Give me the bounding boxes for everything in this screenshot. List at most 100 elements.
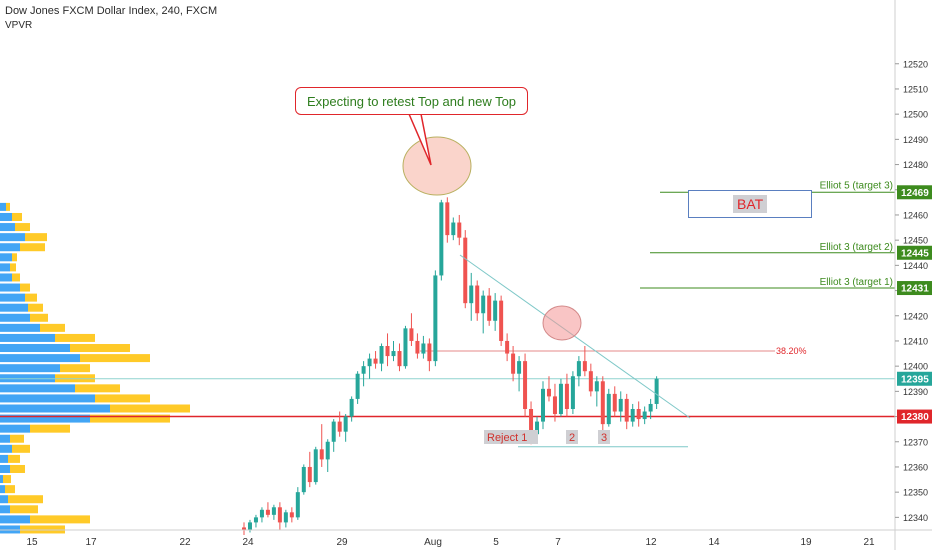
price-label-bg xyxy=(897,281,932,296)
vp-sell-bar xyxy=(90,414,170,423)
vp-sell-bar xyxy=(25,233,47,242)
reject-label-bg xyxy=(598,430,610,444)
price-tick-label: 12520 xyxy=(903,59,928,69)
elliot-3-t2-label: Elliot 3 (target 2) xyxy=(820,242,893,253)
candle-body xyxy=(331,421,336,442)
candle-body xyxy=(558,383,563,415)
vp-sell-bar xyxy=(20,243,45,252)
candle-body xyxy=(319,449,324,460)
candle-body xyxy=(415,340,420,354)
candle-body xyxy=(242,527,246,530)
candle-body xyxy=(349,398,354,417)
vp-sell-bar xyxy=(20,525,65,534)
descending-trendline xyxy=(459,254,691,419)
vp-buy-bar xyxy=(0,434,10,443)
vp-buy-bar xyxy=(0,323,40,332)
vp-sell-bar xyxy=(12,444,30,453)
candle-body xyxy=(582,361,587,372)
vp-sell-bar xyxy=(10,263,16,272)
time-tick-label: 22 xyxy=(179,537,191,548)
candle-body xyxy=(295,492,300,518)
price-tick-label: 12440 xyxy=(903,261,928,271)
candle-body xyxy=(523,361,528,409)
price-tick-label: 12490 xyxy=(903,135,928,145)
candle-body xyxy=(576,361,581,377)
vp-sell-bar xyxy=(70,344,130,353)
reject-label-bg xyxy=(566,430,578,444)
vp-sell-bar xyxy=(6,202,10,211)
candle-body xyxy=(427,343,432,362)
vp-buy-bar xyxy=(0,424,30,433)
candle-body xyxy=(469,285,474,304)
retest-highlight-ellipse xyxy=(542,305,582,341)
candle-body xyxy=(564,383,569,409)
top-highlight-ellipse xyxy=(402,136,472,196)
candle-body xyxy=(451,222,456,236)
candle-body xyxy=(385,346,390,357)
candle-body xyxy=(606,393,611,425)
vp-buy-bar xyxy=(0,515,30,524)
candle-body xyxy=(283,512,288,523)
candle-body xyxy=(630,409,635,422)
price-tick-label: 12420 xyxy=(903,311,928,321)
time-tick-label: 5 xyxy=(493,537,499,548)
price-label: 12395 xyxy=(901,374,929,385)
candle-body xyxy=(535,421,540,435)
vp-buy-bar xyxy=(0,485,5,494)
candle-body xyxy=(457,222,462,238)
candle-body xyxy=(588,371,593,392)
vp-sell-bar xyxy=(12,273,20,282)
vp-buy-bar xyxy=(0,344,70,353)
vp-buy-bar xyxy=(0,313,30,322)
vp-buy-bar xyxy=(0,303,28,312)
candle-body xyxy=(259,509,264,518)
candle-body xyxy=(624,398,629,422)
vp-buy-bar xyxy=(0,202,6,211)
price-label: 12380 xyxy=(901,412,929,423)
candle-body xyxy=(391,351,396,357)
price-tick-label: 12500 xyxy=(903,110,928,120)
vp-sell-bar xyxy=(80,354,150,363)
vp-buy-bar xyxy=(0,223,15,232)
candle-body xyxy=(642,411,647,420)
bat-pattern-box[interactable]: BAT xyxy=(688,190,812,218)
vp-sell-bar xyxy=(12,212,22,221)
candle-body xyxy=(421,343,426,354)
time-tick-label: 21 xyxy=(863,537,875,548)
candle-body xyxy=(403,328,408,367)
price-tick-label: 12350 xyxy=(903,488,928,498)
candle-body xyxy=(546,388,551,397)
candle-body xyxy=(343,416,348,432)
vp-buy-bar xyxy=(0,414,90,423)
vp-sell-bar xyxy=(30,424,70,433)
price-tick-label: 12370 xyxy=(903,437,928,447)
vp-buy-bar xyxy=(0,273,12,282)
vp-buy-bar xyxy=(0,444,12,453)
time-tick-label: 29 xyxy=(336,537,348,548)
candle-body xyxy=(301,466,306,493)
vp-buy-bar xyxy=(0,364,60,373)
vp-buy-bar xyxy=(0,293,25,302)
vp-buy-bar xyxy=(0,283,20,292)
candle-body xyxy=(493,300,498,321)
candle-body xyxy=(618,398,623,412)
vp-sell-bar xyxy=(15,223,30,232)
price-tick-label: 12510 xyxy=(903,84,928,94)
callout-box[interactable]: Expecting to retest Top and new Top xyxy=(295,87,528,115)
time-tick-label: 14 xyxy=(708,537,720,548)
vp-sell-bar xyxy=(55,333,95,342)
vp-sell-bar xyxy=(40,323,65,332)
candle-body xyxy=(397,351,402,367)
candle-body xyxy=(481,295,486,314)
candle-body xyxy=(277,507,282,523)
candle-body xyxy=(612,393,617,412)
candle-body xyxy=(361,366,366,374)
price-tick-label: 12360 xyxy=(903,462,928,472)
time-tick-label: 7 xyxy=(555,537,561,548)
candles xyxy=(242,197,659,535)
price-label-bg xyxy=(897,371,932,386)
vp-buy-bar xyxy=(0,464,10,473)
vp-buy-bar xyxy=(0,475,3,484)
